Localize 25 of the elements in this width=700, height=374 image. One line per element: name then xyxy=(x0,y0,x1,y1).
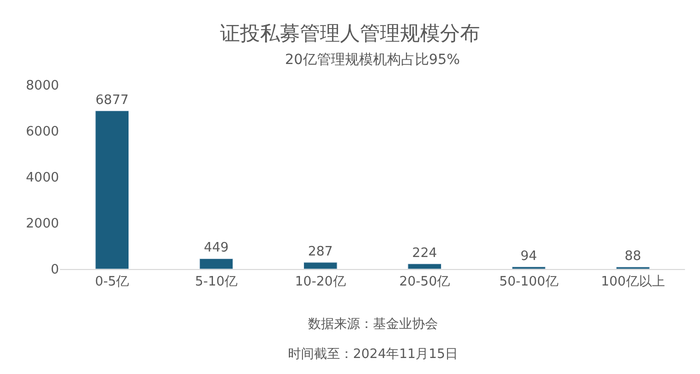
text: 时间截至：2024年11月15日 xyxy=(288,347,458,362)
x-tick-label: 0-5亿 xyxy=(94,274,130,290)
data-label: 449 xyxy=(204,240,229,256)
y-tick-label: 4000 xyxy=(26,170,59,186)
data-label: 94 xyxy=(520,248,538,264)
y-tick-label: 0 xyxy=(50,262,59,278)
x-tick-label: 50-100亿 xyxy=(499,274,558,290)
source-note: 数据来源：基金业协会 xyxy=(308,317,438,332)
bar xyxy=(304,262,338,269)
y-tick-label: 2000 xyxy=(26,216,59,232)
bar xyxy=(408,264,442,269)
data-label: 88 xyxy=(624,248,642,264)
data-label: 6877 xyxy=(96,92,129,108)
chart-subtitle: 20亿管理规模机构占比95% xyxy=(285,52,460,68)
data-label: 224 xyxy=(412,246,437,261)
bar xyxy=(199,258,234,269)
y-tick-label: 8000 xyxy=(26,78,59,94)
x-tick-label: 100亿以上 xyxy=(601,274,665,290)
bar xyxy=(95,110,129,269)
y-tick-label: 6000 xyxy=(26,124,59,140)
x-tick-label: 10-20亿 xyxy=(295,274,346,290)
chart-title: 证投私募管理人管理规模分布 xyxy=(220,21,480,45)
data-label: 287 xyxy=(308,244,333,260)
x-tick-label: 20-50亿 xyxy=(399,274,450,290)
x-tick-label: 5-10亿 xyxy=(194,274,238,290)
